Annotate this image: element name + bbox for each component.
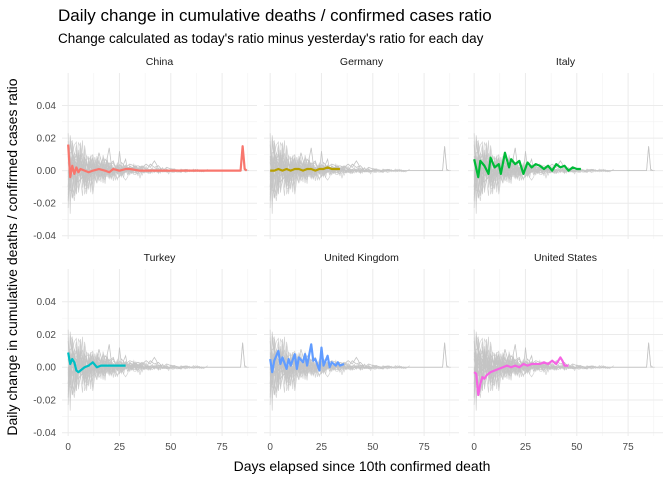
facet-strip-label: Turkey [144,252,176,264]
facet-panel: China -0.04 -0.02 0.00 0.02 0.04 [33,56,257,242]
facet-strip-label: Germany [340,56,384,68]
y-tick-label: 0.04 [37,101,57,112]
x-tick-label: 0 [65,442,71,453]
y-tick-label: 0.02 [37,330,57,341]
facet-panel: United States 0 25 50 75 [468,252,663,453]
facet-panel: United Kingdom 0 25 50 75 [264,252,459,453]
x-tick-label: 75 [217,442,229,453]
x-axis-title: Days elapsed since 10th confirmed death [234,458,491,474]
series-line-germany [270,166,340,172]
facet-strip-label: United States [534,252,597,264]
background-series-line [269,331,363,392]
series-line-turkey [67,352,126,374]
background-series-line [67,344,143,373]
x-tick-label: 0 [267,442,273,453]
facet-strip-label: China [146,56,174,68]
x-tick-label: 50 [571,442,583,453]
y-tick-label: 0.00 [37,363,57,374]
background-series-line [67,331,161,392]
facet-panel: Italy [468,56,663,239]
y-tick-label: -0.04 [33,428,56,439]
y-tick-label: 0.00 [37,166,57,177]
background-series-line [473,336,573,398]
facet-strip-label: Italy [556,56,576,68]
background-series-line [67,336,167,398]
y-tick-label: 0.04 [37,297,57,308]
background-series-line [269,352,328,373]
x-tick-label: 25 [114,442,126,453]
background-series-line [269,356,365,396]
y-tick-label: -0.02 [33,395,56,406]
facet-panels: China -0.04 -0.02 0.00 0.02 0.04 Germany Italy T… [33,56,663,453]
facet-panel: Turkey -0.04 -0.02 0.00 0.02 0.04 0 25 50 75 [33,252,257,453]
background-series-line [473,331,567,392]
x-tick-label: 50 [165,442,177,453]
background-series-line [473,140,573,202]
series-line-united-kingdom [269,343,345,374]
background-series-line [269,140,369,202]
x-tick-label: 75 [419,442,431,453]
y-tick-label: -0.04 [33,231,56,242]
x-tick-label: 75 [623,442,635,453]
background-series-line [269,135,363,195]
x-tick-label: 0 [471,442,477,453]
chart-title: Daily change in cumulative deaths / conf… [58,6,492,25]
chart-subtitle: Change calculated as today's ratio minus… [58,31,484,46]
y-tick-label: -0.02 [33,199,56,210]
background-series-line [473,135,567,195]
facet-strip-label: United Kingdom [324,252,399,264]
x-tick-label: 50 [367,442,379,453]
facet-panel: Germany [264,56,459,239]
series-line-china [67,144,248,179]
series-line-united-states [473,356,569,397]
x-tick-label: 25 [316,442,328,453]
background-series-line [269,155,328,177]
series-line-italy [473,151,581,179]
y-tick-label: 0.02 [37,134,57,145]
y-axis-title: Daily change in cumulative deaths / conf… [4,78,20,435]
x-tick-label: 25 [520,442,532,453]
